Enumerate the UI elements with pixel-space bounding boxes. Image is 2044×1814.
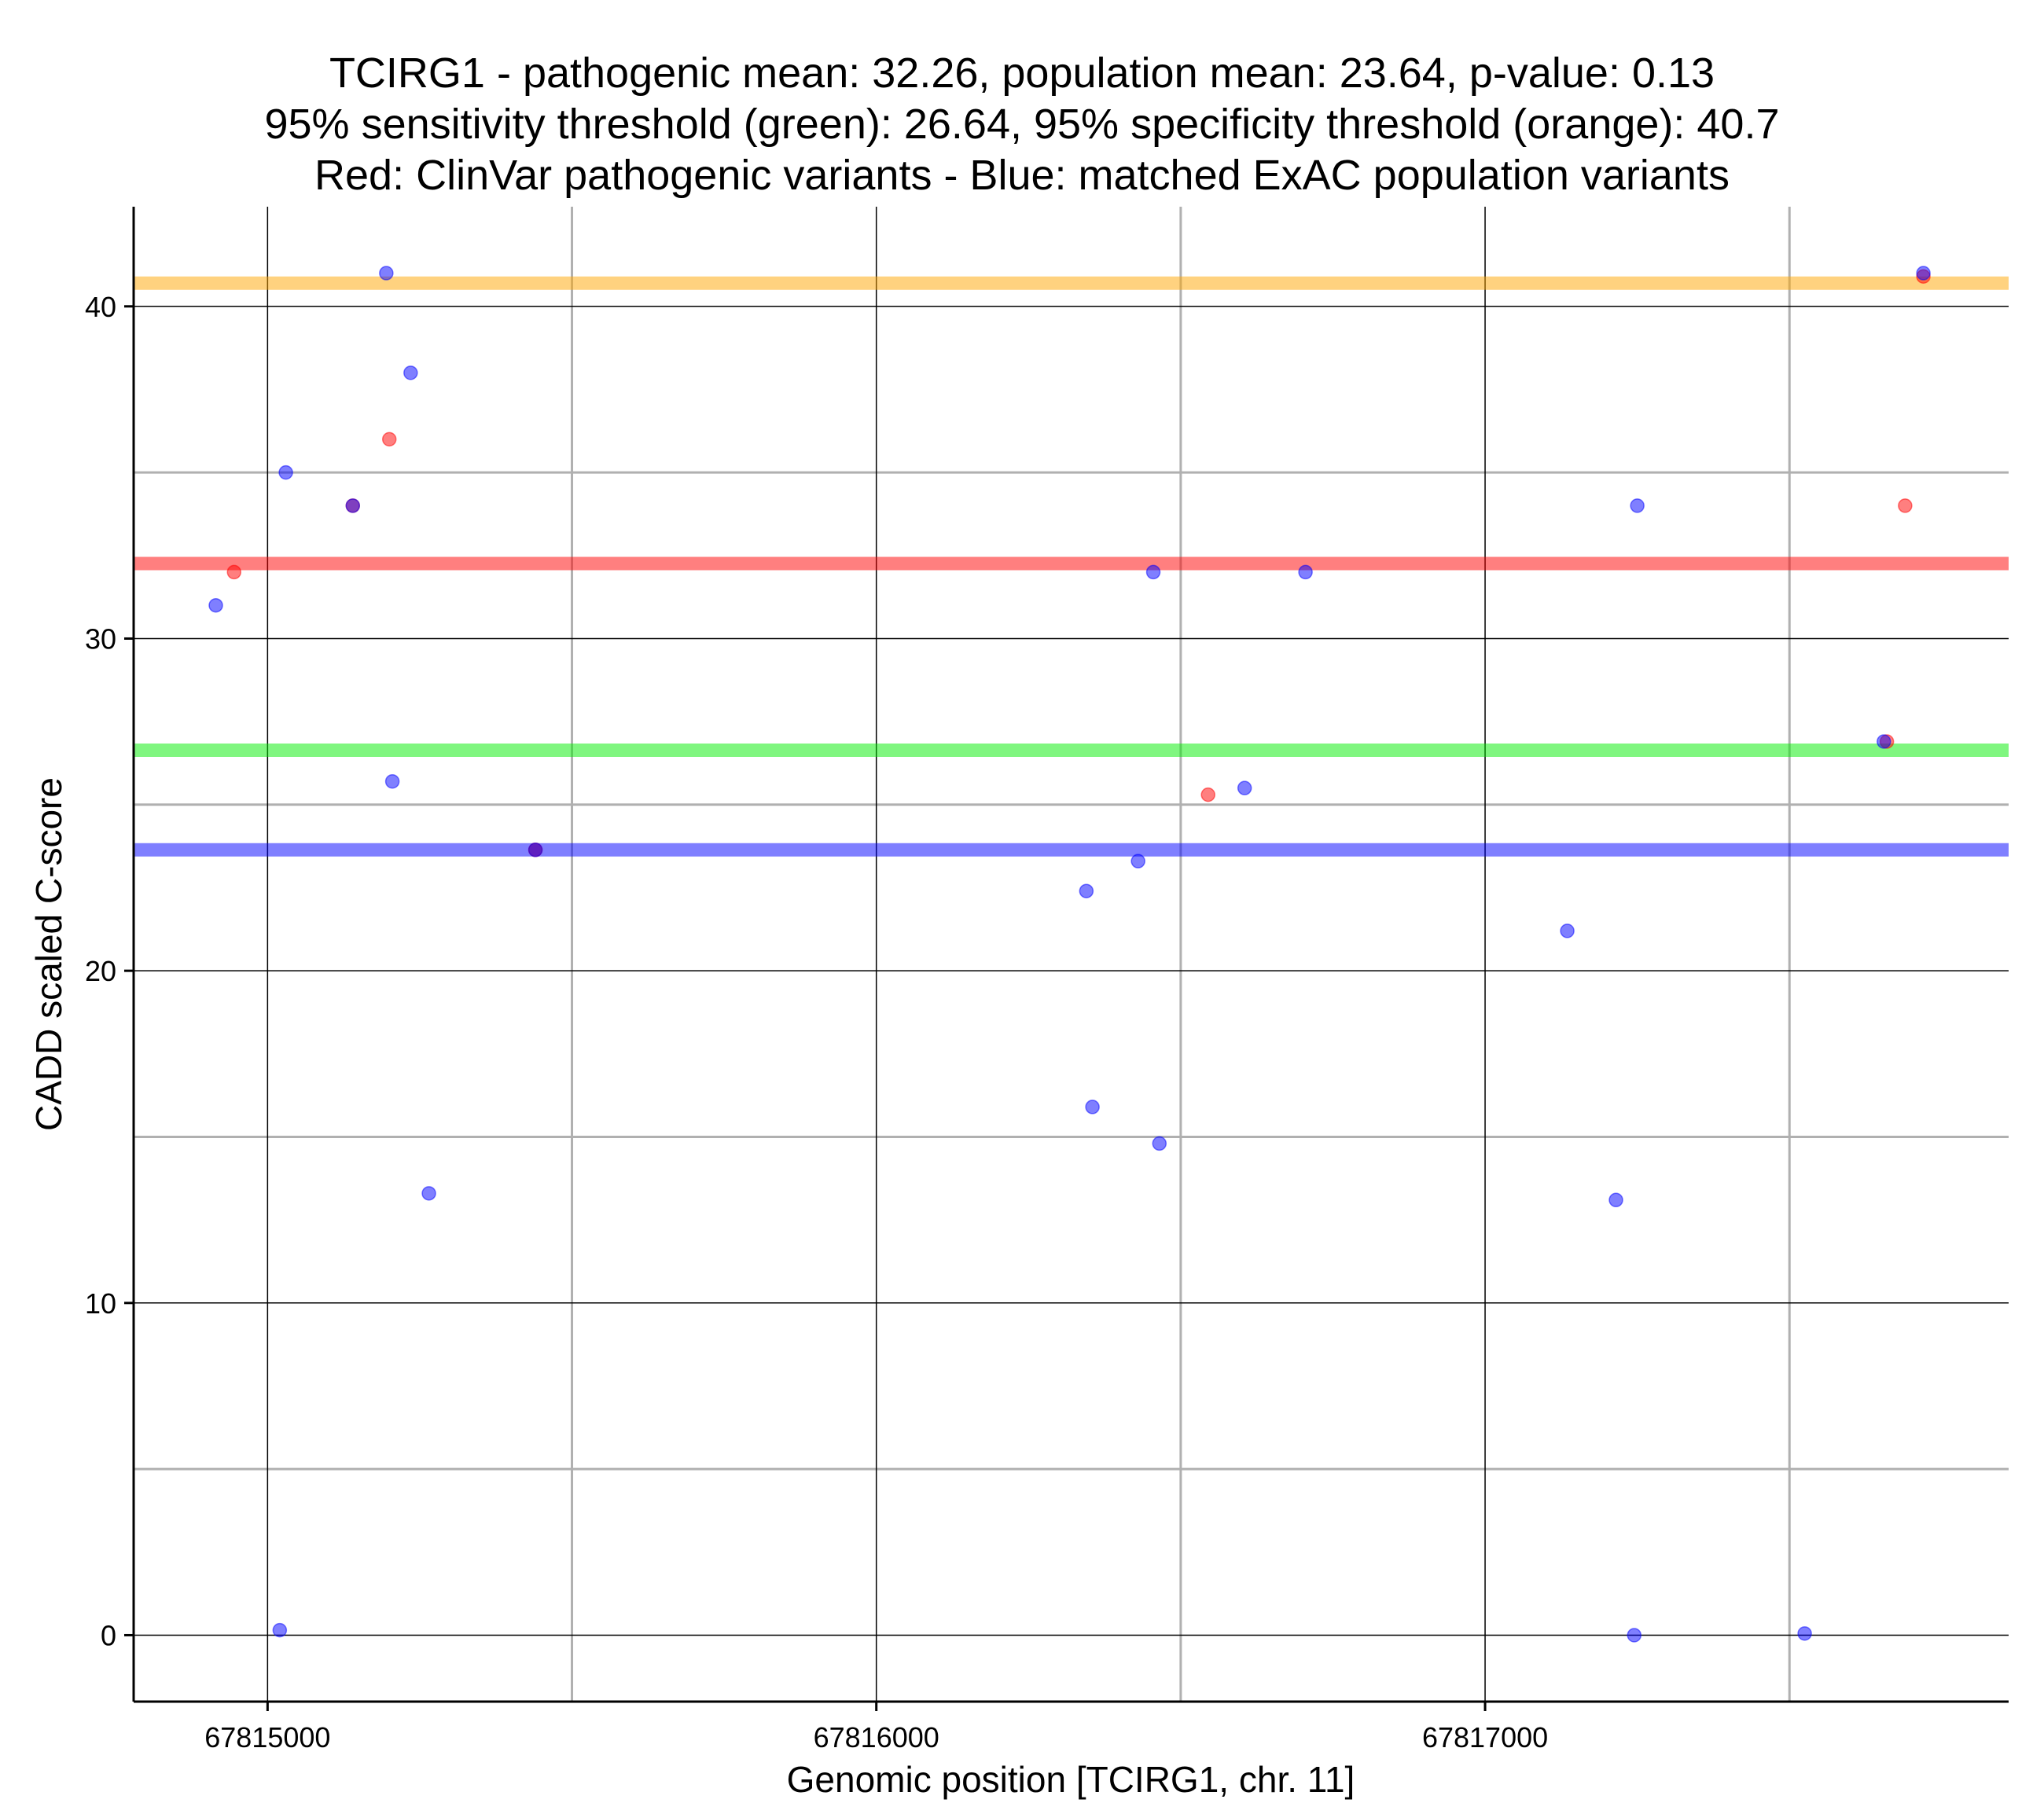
y-tick-label: 40	[85, 291, 116, 323]
population-point	[272, 1622, 288, 1638]
population-point	[345, 498, 361, 513]
pathogenic-point	[381, 431, 397, 447]
population-point	[1152, 1136, 1167, 1151]
data-points	[208, 266, 1931, 1643]
y-tick-label: 0	[101, 1619, 116, 1651]
population-point	[384, 773, 400, 789]
y-tick-label: 10	[85, 1287, 116, 1320]
chart-title-line-2: 95% sensitivity threshold (green): 26.64…	[264, 101, 1780, 148]
axes	[132, 207, 2009, 1703]
x-tick-label: 67816000	[814, 1721, 939, 1753]
population-point	[1630, 498, 1645, 513]
grid	[134, 207, 2009, 1702]
x-tick-label: 67817000	[1422, 1721, 1548, 1753]
population-point	[421, 1186, 436, 1201]
population-point	[1916, 266, 1931, 281]
population-point	[1145, 564, 1161, 580]
y-tick-label: 30	[85, 622, 116, 655]
population-point	[1130, 854, 1145, 868]
y-axis-label: CADD scaled C-score	[28, 777, 69, 1131]
x-axis-label: Genomic position [TCIRG1, chr. 11]	[787, 1759, 1355, 1800]
chart-title-line-3: Red: ClinVar pathogenic variants - Blue:…	[314, 152, 1730, 199]
x-tick-label: 67815000	[204, 1721, 330, 1753]
population-point	[528, 843, 543, 857]
population-point	[1797, 1626, 1812, 1641]
population-point	[1627, 1628, 1642, 1643]
population-point	[1877, 734, 1891, 749]
pathogenic-point	[1898, 498, 1913, 513]
ticks: 0 10 20 30 40 67815000 67816000 67817000	[85, 291, 1548, 1753]
population-point	[1085, 1100, 1100, 1114]
population-point	[1237, 780, 1252, 795]
population-point	[403, 365, 418, 380]
population-point	[208, 597, 223, 613]
reference-lines	[134, 276, 2009, 857]
population-point	[379, 266, 394, 281]
population-point	[278, 465, 293, 480]
pathogenic-point	[1200, 787, 1215, 802]
population-point	[1298, 564, 1313, 580]
y-tick-label: 20	[85, 955, 116, 987]
pathogenic-point	[226, 564, 242, 580]
chart-title-line-1: TCIRG1 - pathogenic mean: 32.26, populat…	[329, 50, 1715, 97]
population-point	[1560, 924, 1575, 938]
population-point	[1079, 883, 1094, 898]
population-point	[1608, 1192, 1623, 1208]
